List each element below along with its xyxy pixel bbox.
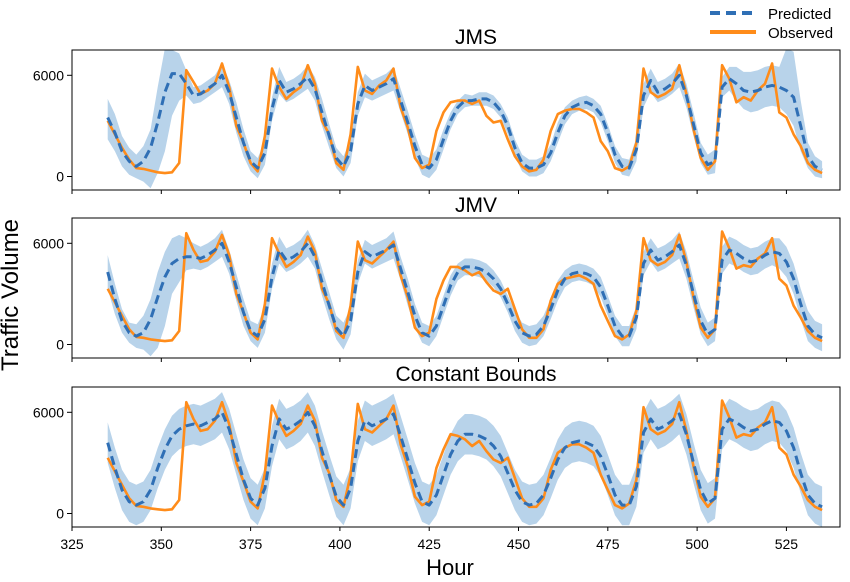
legend-observed-label: Observed [768, 25, 833, 42]
y-axis-label: Traffic Volume [0, 219, 24, 371]
panel-title: Constant Bounds [395, 363, 556, 386]
x-tick-label: 325 [60, 536, 84, 552]
legend: Predicted Observed [710, 6, 833, 42]
x-tick-label: 500 [685, 536, 709, 552]
y-tick-label: 0 [56, 506, 64, 522]
plot-frame [71, 386, 841, 528]
plot-frame [71, 49, 841, 191]
y-tick-label: 6000 [33, 67, 64, 83]
y-tick-label: 6000 [33, 404, 64, 420]
observed-series-line [106, 399, 823, 512]
x-tick-label: 475 [596, 536, 620, 552]
observed-series-line [106, 230, 823, 343]
observed-series-line [106, 62, 823, 175]
panel-1: JMS 0 6000 [33, 26, 841, 194]
x-tick-label: 375 [239, 536, 263, 552]
panel-2: JMV 0 6000 [33, 194, 841, 362]
x-axis-label: Hour [426, 555, 474, 580]
predicted-series-line [106, 410, 823, 509]
x-tick-label: 425 [418, 536, 442, 552]
x-tick-label: 350 [150, 536, 174, 552]
uncertainty-band [107, 392, 823, 527]
y-tick-label: 6000 [33, 235, 64, 251]
chart-panels: JMS 0 6000 JMV 0 6000 Constant Bounds 0 6000 325 3… [33, 26, 841, 552]
panel-3: Constant Bounds 0 6000 325 350 375 400 425 450 47… [33, 363, 841, 552]
panel-title: JMV [455, 194, 497, 217]
x-tick-label: 450 [507, 536, 531, 552]
uncertainty-band [107, 50, 823, 189]
predicted-series-line [106, 72, 823, 172]
plot-frame [71, 217, 841, 359]
y-tick-label: 0 [56, 337, 64, 353]
panel-title: JMS [455, 26, 497, 49]
legend-predicted-label: Predicted [768, 6, 831, 23]
y-tick-label: 0 [56, 169, 64, 185]
predicted-series-line [106, 241, 823, 340]
x-tick-label: 400 [328, 536, 352, 552]
x-tick-label: 525 [775, 536, 799, 552]
